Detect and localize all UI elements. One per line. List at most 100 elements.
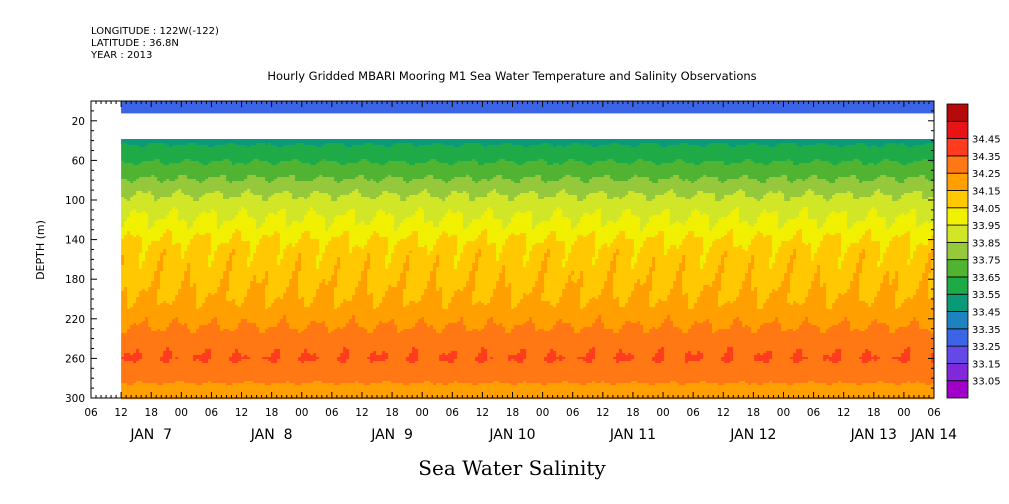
heatmap-cell <box>265 143 269 146</box>
heatmap-cell <box>655 143 659 146</box>
heatmap-cell <box>214 147 218 150</box>
heatmap-cell <box>133 103 137 106</box>
heatmap-cell <box>286 109 290 112</box>
heatmap-cell <box>124 147 128 150</box>
heatmap-cell <box>400 145 404 148</box>
heatmap-cell <box>784 139 788 142</box>
heatmap-cell <box>355 139 359 142</box>
heatmap-cell <box>592 111 596 114</box>
heatmap-cell <box>205 107 209 110</box>
heatmap-cell <box>679 101 683 104</box>
heatmap-cell <box>301 141 305 144</box>
heatmap-cell <box>889 103 893 106</box>
heatmap-cell <box>631 141 635 144</box>
heatmap-cell <box>253 143 257 146</box>
heatmap-cell <box>244 105 248 108</box>
heatmap-cell <box>484 145 488 148</box>
heatmap-cell <box>175 105 179 108</box>
heatmap-cell <box>802 141 806 144</box>
heatmap-cell <box>187 139 191 142</box>
heatmap-cell <box>550 111 554 114</box>
heatmap-cell <box>754 111 758 114</box>
heatmap-cell <box>883 109 887 112</box>
heatmap-cell <box>724 141 728 144</box>
heatmap-cell <box>481 139 485 142</box>
heatmap-cell <box>571 141 575 144</box>
heatmap-cell <box>493 143 497 146</box>
heatmap-cell <box>769 109 773 112</box>
heatmap-cell <box>352 101 356 104</box>
heatmap-cell <box>547 139 551 142</box>
heatmap-cell <box>229 147 233 150</box>
heatmap-cell <box>238 107 242 110</box>
heatmap-cell <box>154 141 158 144</box>
heatmap-cell <box>472 103 476 106</box>
heatmap-cell <box>328 143 332 146</box>
heatmap-cell <box>190 141 194 144</box>
heatmap-cell <box>544 143 548 146</box>
heatmap-cell <box>901 111 905 114</box>
heatmap-cell <box>514 101 518 104</box>
heatmap-cell <box>805 143 809 146</box>
heatmap-cell <box>643 139 647 142</box>
heatmap-cell <box>382 101 386 104</box>
heatmap-cell <box>595 141 599 144</box>
heatmap-cell <box>523 139 527 142</box>
heatmap-cell <box>877 105 881 108</box>
heatmap-cell <box>193 139 197 142</box>
heatmap-cell <box>610 109 614 112</box>
heatmap-cell <box>814 111 818 114</box>
heatmap-cell <box>544 111 548 114</box>
heatmap-cell <box>367 145 371 148</box>
heatmap-cell <box>655 109 659 112</box>
heatmap-cell <box>718 139 722 142</box>
heatmap-cell <box>502 107 506 110</box>
heatmap-cell <box>817 111 821 114</box>
heatmap-cell <box>409 141 413 144</box>
heatmap-cell <box>565 105 569 108</box>
heatmap-cell <box>289 105 293 108</box>
heatmap-cell <box>724 103 728 106</box>
heatmap-cell <box>910 105 914 108</box>
heatmap-cell <box>142 143 146 146</box>
heatmap-cell <box>646 109 650 112</box>
heatmap-cell <box>457 109 461 112</box>
heatmap-cell <box>262 139 266 142</box>
heatmap-cell <box>706 103 710 106</box>
heatmap-cell <box>802 105 806 108</box>
heatmap-cell <box>184 109 188 112</box>
heatmap-cell <box>652 109 656 112</box>
heatmap-cell <box>802 111 806 114</box>
heatmap-cell <box>319 103 323 106</box>
heatmap-cell <box>427 139 431 142</box>
heatmap-cell <box>394 109 398 112</box>
heatmap-cell <box>331 141 335 144</box>
heatmap-cell <box>124 141 128 144</box>
heatmap-cell <box>259 141 263 144</box>
heatmap-cell <box>376 109 380 112</box>
heatmap-cell <box>325 107 329 110</box>
heatmap-cell <box>211 143 215 146</box>
heatmap-cell <box>760 111 764 114</box>
heatmap-cell <box>724 145 728 148</box>
heatmap-cell <box>871 141 875 144</box>
heatmap-cell <box>766 101 770 104</box>
heatmap-cell <box>439 101 443 104</box>
heatmap-cell <box>226 145 230 148</box>
heatmap-cell <box>307 147 311 150</box>
heatmap-cell <box>187 103 191 106</box>
heatmap-cell <box>898 107 902 110</box>
heatmap-cell <box>823 105 827 108</box>
heatmap-cell <box>271 143 275 146</box>
heatmap-cell <box>862 145 866 148</box>
heatmap-cell <box>658 107 662 110</box>
heatmap-cell <box>727 105 731 108</box>
heatmap-cell <box>559 141 563 144</box>
heatmap-cell <box>316 101 320 104</box>
heatmap-cell <box>406 139 410 142</box>
heatmap-cell <box>292 141 296 144</box>
heatmap-cell <box>928 105 932 108</box>
heatmap-cell <box>616 107 620 110</box>
heatmap-cell <box>703 111 707 114</box>
heatmap-cell <box>799 139 803 142</box>
